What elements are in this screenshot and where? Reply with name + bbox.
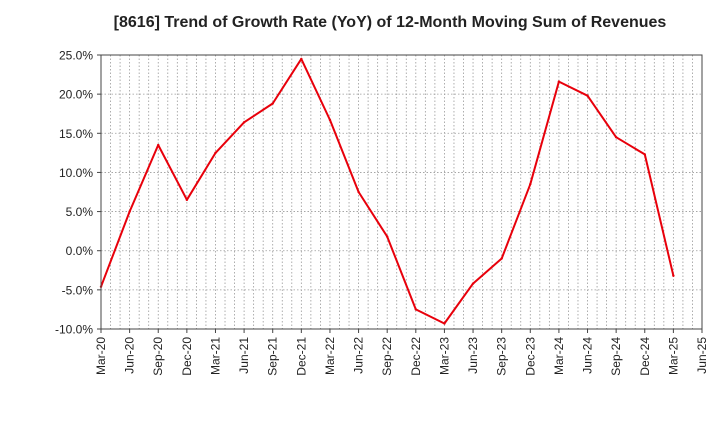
chart-title: [8616] Trend of Growth Rate (YoY) of 12-… [113, 14, 667, 31]
x-tick-label: Dec-22 [409, 337, 423, 376]
x-tick-label: Sep-22 [380, 337, 394, 376]
data-point [357, 190, 360, 194]
y-axis: 25.0% 20.0% 15.0% 10.0% 5.0% 0.0% -5.0% -10.0% [55, 49, 101, 337]
x-tick-label: Sep-20 [151, 337, 165, 376]
x-tick-label: Mar-21 [208, 337, 222, 375]
y-tick-label: -5.0% [62, 283, 94, 297]
data-point [557, 80, 561, 83]
x-tick-label: Dec-21 [294, 337, 308, 376]
x-tick-label: Jun-25 [695, 337, 709, 374]
x-tick-label: Jun-23 [466, 337, 480, 374]
data-point [328, 118, 332, 122]
x-tick-label: Dec-23 [523, 337, 537, 376]
data-point [643, 153, 646, 156]
data-point [529, 182, 532, 186]
data-point [586, 94, 589, 97]
y-tick-label: 5.0% [66, 205, 94, 219]
y-tick-label: 20.0% [59, 88, 93, 102]
y-tick-label: 15.0% [59, 127, 93, 141]
data-point [614, 136, 618, 139]
plot-frame [100, 54, 703, 330]
x-tick-label: Mar-24 [552, 337, 566, 375]
data-point [672, 274, 675, 277]
data-point [385, 235, 389, 238]
data-point [414, 308, 418, 311]
data-point [214, 151, 217, 155]
series-layer [99, 57, 675, 325]
data-point [471, 282, 475, 285]
x-tick-label: Sep-21 [266, 337, 280, 376]
x-tick-label: Mar-25 [666, 337, 680, 375]
x-tick-label: Jun-21 [237, 337, 251, 374]
data-point [443, 322, 446, 325]
x-axis: Mar-20 Jun-20 Sep-20 Dec-20 Mar-21 Jun-21 Sep-… [94, 329, 709, 376]
data-point [242, 121, 246, 124]
data-point [500, 257, 503, 260]
x-tick-label: Jun-24 [581, 337, 595, 374]
y-tick-label: 10.0% [59, 166, 93, 180]
x-tick-label: Mar-23 [437, 337, 451, 375]
data-point [185, 198, 189, 202]
y-tick-label: 25.0% [59, 49, 93, 63]
x-tick-label: Sep-24 [609, 337, 623, 376]
x-tick-label: Sep-23 [495, 337, 509, 376]
x-tick-label: Jun-20 [123, 337, 137, 374]
data-point [157, 143, 160, 147]
x-tick-label: Dec-24 [638, 337, 652, 376]
x-tick-label: Jun-22 [352, 337, 366, 374]
x-tick-label: Mar-22 [323, 337, 337, 375]
y-tick-label: 0.0% [66, 244, 94, 258]
data-point [300, 57, 303, 61]
x-tick-label: Mar-20 [94, 337, 108, 375]
x-tick-label: Dec-20 [180, 337, 194, 376]
data-point [271, 102, 274, 105]
y-tick-label: -10.0% [55, 323, 93, 337]
data-point [128, 210, 131, 213]
